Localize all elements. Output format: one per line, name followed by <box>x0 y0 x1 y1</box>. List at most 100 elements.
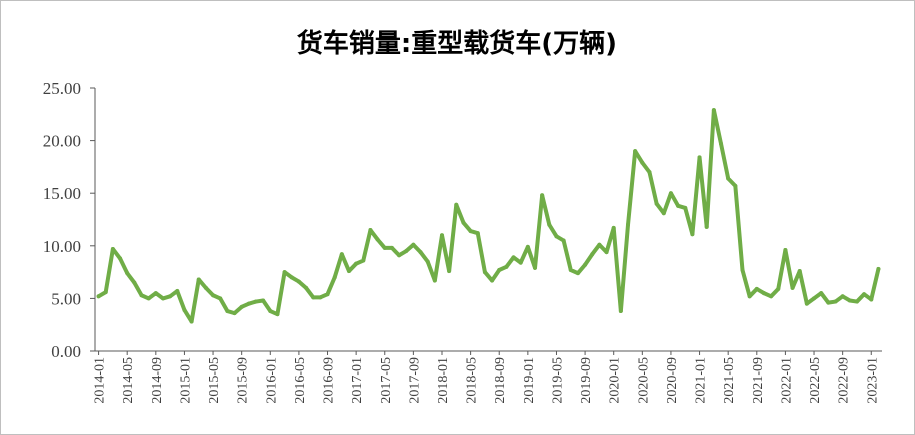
data-point <box>869 297 874 302</box>
data-point <box>611 225 616 230</box>
data-point <box>110 246 115 251</box>
data-point <box>525 244 530 249</box>
data-point <box>189 319 194 324</box>
data-point <box>626 222 631 227</box>
data-point <box>203 285 208 290</box>
data-point <box>647 170 652 175</box>
x-tick-label: 2020-09 <box>665 357 680 404</box>
data-point <box>540 193 545 198</box>
series-line-0 <box>96 108 881 324</box>
data-point <box>246 301 251 306</box>
data-point <box>683 205 688 210</box>
data-point <box>568 268 573 272</box>
x-axis-ticks: 2014-01 2014-05 2014-09 2015-01 2015-05 2015-… <box>93 351 880 404</box>
x-tick-label: 2014-05 <box>121 357 136 404</box>
data-point <box>654 201 659 206</box>
data-point <box>425 259 430 264</box>
data-point <box>268 309 273 314</box>
data-point <box>497 268 502 272</box>
data-point <box>747 294 752 299</box>
data-point <box>404 249 409 254</box>
x-tick-label: 2018-05 <box>465 357 480 404</box>
data-point <box>618 309 623 314</box>
data-point <box>826 300 831 305</box>
data-point <box>676 203 681 208</box>
data-point <box>590 252 595 257</box>
data-point <box>440 233 444 238</box>
x-tick-label: 2022-05 <box>808 357 823 404</box>
data-point <box>575 271 580 276</box>
x-tick-label: 2018-09 <box>493 357 508 404</box>
data-point <box>125 271 130 276</box>
data-point <box>862 292 867 297</box>
data-point <box>597 242 602 247</box>
data-point <box>196 277 201 282</box>
data-point <box>296 279 301 284</box>
data-point <box>776 286 781 291</box>
x-tick-label: 2017-01 <box>350 357 365 404</box>
data-point <box>225 309 230 314</box>
data-point <box>389 245 394 250</box>
data-point <box>454 202 459 207</box>
data-point <box>840 294 845 299</box>
data-point <box>804 301 809 306</box>
data-point <box>146 296 151 301</box>
data-point <box>325 292 330 297</box>
data-point <box>518 260 523 265</box>
x-tick-label: 2019-01 <box>522 357 537 404</box>
x-tick-label: 2022-09 <box>837 357 852 404</box>
data-point <box>339 252 344 257</box>
data-point <box>96 294 101 299</box>
data-point <box>812 296 817 301</box>
data-point <box>554 234 559 239</box>
data-point <box>704 224 709 229</box>
data-point <box>182 307 187 312</box>
x-tick-label: 2016-01 <box>264 357 279 404</box>
y-tick-label: 5.00 <box>51 289 81 308</box>
x-tick-label: 2015-05 <box>207 357 222 404</box>
data-point <box>482 270 487 275</box>
data-point <box>847 298 852 303</box>
data-point <box>719 141 724 146</box>
data-point <box>711 108 716 113</box>
data-point <box>668 191 673 196</box>
data-point <box>769 294 774 299</box>
data-point <box>733 183 738 188</box>
data-point <box>690 232 695 237</box>
data-point <box>332 275 337 280</box>
data-point <box>103 290 108 295</box>
data-point <box>211 293 216 298</box>
x-tick-label: 2017-09 <box>407 357 422 404</box>
data-point <box>461 220 466 225</box>
data-point <box>375 237 380 242</box>
x-tick-label: 2021-05 <box>722 357 737 404</box>
data-point <box>726 176 731 181</box>
data-point <box>876 266 881 271</box>
y-tick-label: 25.00 <box>43 79 81 98</box>
x-tick-label: 2023-01 <box>865 357 880 404</box>
data-point <box>761 291 766 296</box>
data-point <box>533 265 537 270</box>
x-tick-label: 2019-05 <box>550 357 565 404</box>
data-point <box>118 256 123 261</box>
data-point <box>361 258 366 263</box>
data-point <box>633 149 638 154</box>
data-point <box>304 285 309 290</box>
y-tick-label: 0.00 <box>51 342 81 361</box>
data-point <box>468 229 473 234</box>
x-tick-label: 2020-01 <box>608 357 623 404</box>
x-tick-label: 2015-01 <box>178 357 193 404</box>
data-point <box>604 250 609 255</box>
data-point <box>132 280 137 285</box>
data-point <box>368 228 373 233</box>
data-point <box>311 295 316 300</box>
x-tick-label: 2020-05 <box>636 357 651 404</box>
y-axis-ticks: 0.00 5.00 10.00 15.00 20.00 25.00 <box>43 79 95 361</box>
data-point <box>261 298 266 303</box>
chart-title: 货车销量:重型载货车(万辆) <box>297 28 617 59</box>
data-point <box>418 250 423 255</box>
x-tick-label: 2016-05 <box>293 357 308 404</box>
data-point <box>697 155 702 160</box>
